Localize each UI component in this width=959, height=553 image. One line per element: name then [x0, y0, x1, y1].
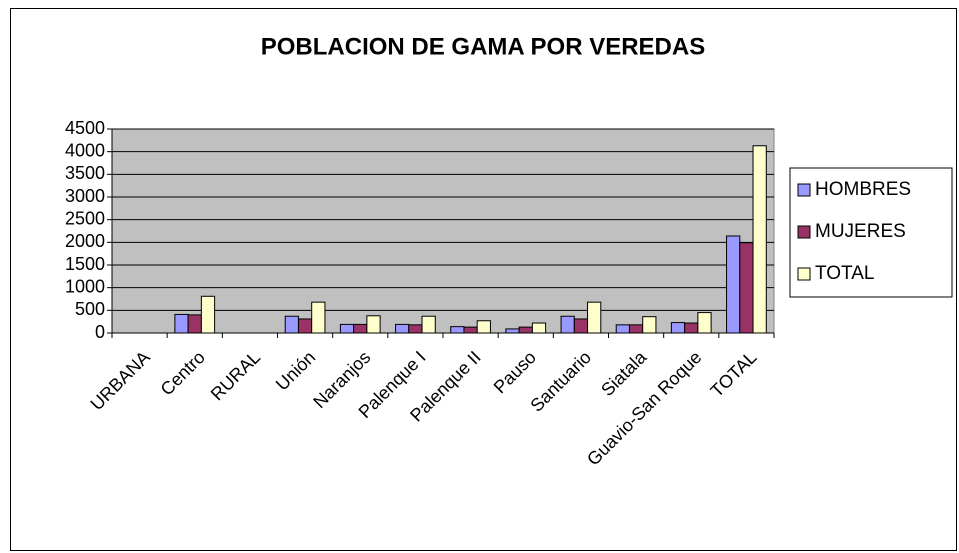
legend-box [789, 167, 953, 298]
bar [353, 323, 368, 334]
chart-title: POBLACION DE GAMA POR VEREDAS [261, 33, 705, 60]
legend-swatch [797, 267, 811, 281]
bar [366, 315, 381, 334]
bar [311, 301, 326, 334]
legend-label: HOMBRES [815, 179, 911, 200]
y-tick-label: 4000 [65, 140, 105, 160]
y-tick-label: 500 [75, 299, 105, 319]
bar [642, 316, 657, 334]
bar [174, 313, 189, 334]
bar [697, 312, 712, 334]
legend-swatch [797, 225, 811, 239]
bar [187, 314, 202, 334]
y-tick-label: 3500 [65, 163, 105, 183]
bar [739, 242, 754, 334]
y-tick-label: 1000 [65, 276, 105, 296]
y-tick-label: 0 [95, 322, 105, 342]
bar [505, 328, 520, 334]
bar [284, 315, 299, 334]
y-tick-label: 2500 [65, 208, 105, 228]
bar [752, 145, 767, 334]
bar [476, 320, 491, 334]
y-tick-label: 1500 [65, 254, 105, 274]
bar [297, 318, 313, 334]
y-tick-label: 4500 [65, 118, 105, 138]
bar [463, 326, 478, 334]
bar [615, 324, 630, 334]
bar [684, 322, 699, 334]
bar [408, 324, 423, 334]
bar [628, 324, 644, 334]
bar [450, 326, 465, 334]
plot-area [111, 128, 775, 334]
bar [200, 295, 216, 334]
legend-swatch [797, 183, 811, 197]
bar [339, 323, 355, 334]
bar [726, 235, 741, 334]
bar [395, 323, 410, 334]
bar [560, 315, 575, 334]
bar [518, 326, 533, 334]
bar [421, 315, 436, 334]
legend-label: MUJERES [815, 221, 906, 242]
y-tick-label: 3000 [65, 186, 105, 206]
bar [670, 322, 686, 334]
legend-label: TOTAL [815, 263, 874, 284]
bar [573, 318, 589, 334]
y-tick-label: 2000 [65, 231, 105, 251]
bar [531, 322, 547, 334]
bar [587, 301, 602, 334]
